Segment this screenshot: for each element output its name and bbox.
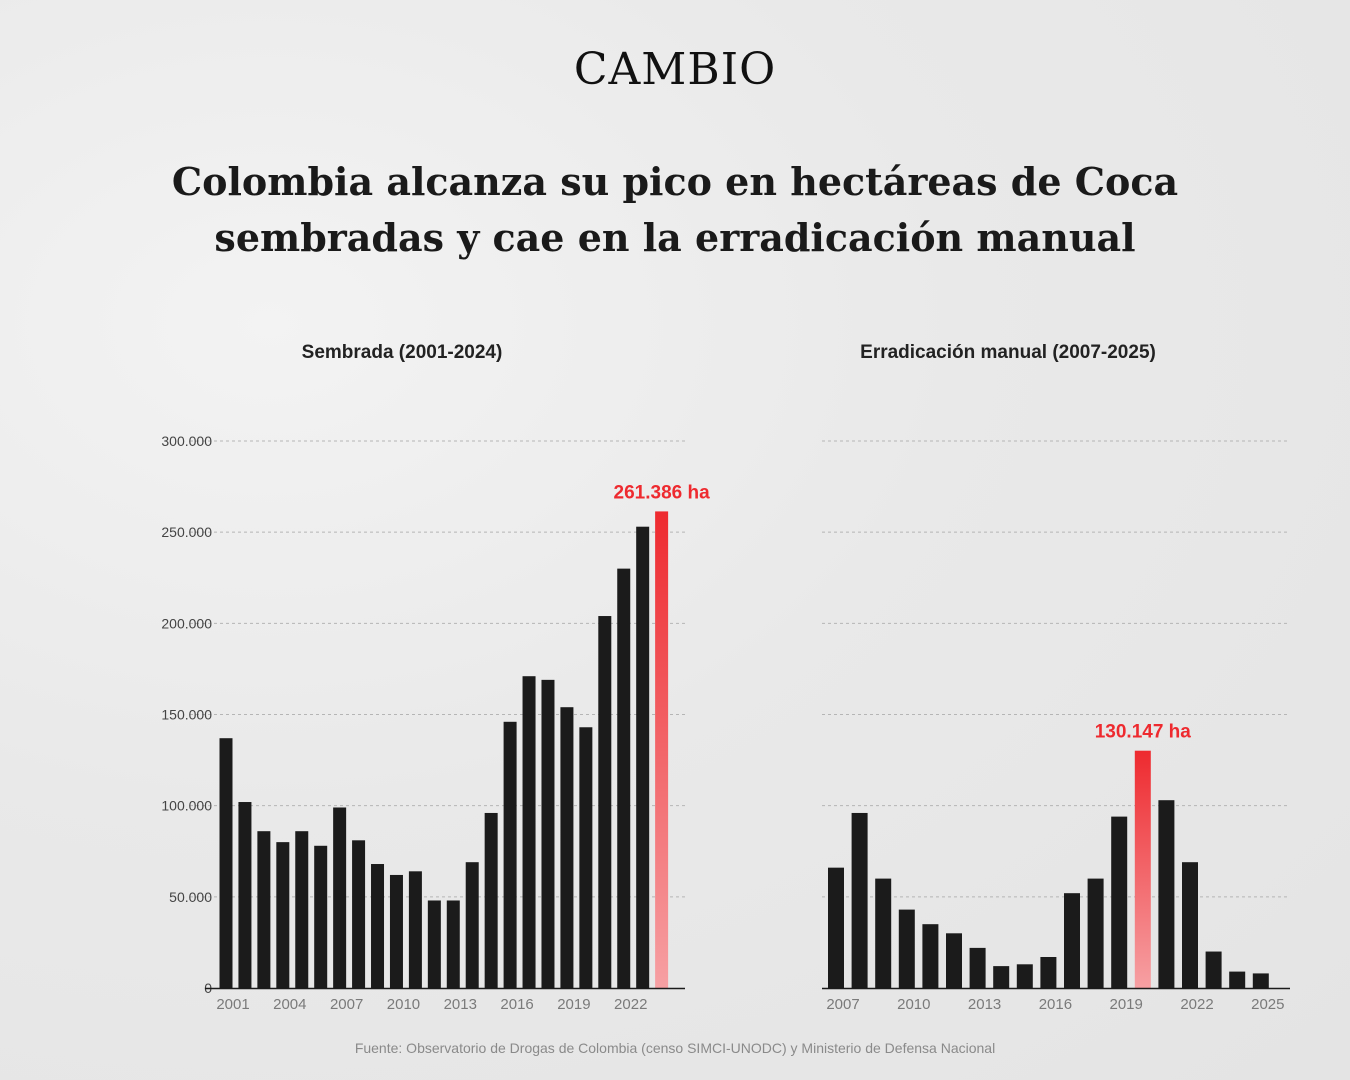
sembrada-bar-2004 [276, 842, 290, 988]
erradicacion-xtick-label: 2007 [826, 996, 859, 1013]
sembrada-bar-2019 [560, 707, 574, 988]
erradicacion-bar-2022 [1182, 862, 1198, 988]
sembrada-ytick-label: 50.000 [169, 889, 212, 905]
sembrada-bar-2012 [427, 900, 441, 988]
erradicacion-bar-2014 [993, 966, 1010, 988]
headline: Colombia alcanza su pico en hectáreas de… [100, 154, 1250, 266]
sembrada-bar-2009 [371, 864, 385, 988]
sembrada-bar-2008 [352, 840, 366, 988]
erradicacion-xtick-label: 2013 [968, 996, 1001, 1013]
erradicacion-bar-2021 [1158, 800, 1175, 988]
erradicacion-xtick-label: 2025 [1251, 996, 1284, 1013]
sembrada-xtick-label: 2019 [557, 996, 590, 1013]
erradicacion-bar-2025 [1252, 973, 1269, 988]
sembrada-bar-2002 [238, 802, 252, 988]
erradicacion-bar-2007 [828, 867, 844, 988]
erradicacion-bar-2008 [851, 812, 868, 988]
erradicacion-bar-2012 [946, 933, 962, 988]
sembrada-bar-2011 [408, 871, 422, 988]
erradicacion-xtick-label: 2022 [1180, 996, 1213, 1013]
sembrada-xtick-label: 2013 [444, 996, 477, 1013]
sembrada-xtick-label: 2007 [330, 996, 363, 1013]
erradicacion-highlight-label: 130.147 ha [1095, 722, 1192, 743]
sembrada-ytick-label: 300.000 [161, 433, 212, 449]
sembrada-bar-2023 [636, 526, 650, 988]
sembrada-ytick-label: 100.000 [161, 798, 212, 814]
sembrada-bar-2003 [257, 831, 271, 988]
sembrada-bar-2022 [617, 568, 631, 988]
sembrada-bar-2016 [503, 721, 517, 988]
erradicacion-xtick-label: 2010 [897, 996, 930, 1013]
sembrada-xtick-label: 2022 [614, 996, 647, 1013]
brand-logo: CAMBIO [573, 44, 777, 95]
sembrada-xtick-label: 2004 [273, 996, 306, 1013]
erradicacion-bar-2023 [1205, 951, 1222, 988]
sembrada-bar-2001 [219, 738, 233, 988]
sembrada-bar-2017 [522, 676, 536, 988]
erradicacion-xtick-label: 2016 [1039, 996, 1072, 1013]
sembrada-ytick-label: 200.000 [161, 615, 212, 631]
erradicacion-bar-2009 [875, 878, 892, 988]
sembrada-bar-2014 [465, 862, 479, 988]
sembrada-xtick-label: 2010 [387, 996, 420, 1013]
sembrada-highlight-label: 261.386 ha [614, 482, 711, 503]
sembrada-bar-2018 [541, 679, 555, 988]
sembrada-bar-2007 [333, 807, 347, 988]
erradicacion-bar-2011 [922, 924, 939, 988]
erradicacion-bar-2018 [1087, 878, 1104, 988]
erradicacion-bar-2010 [898, 909, 915, 988]
sembrada-ytick-label: 250.000 [161, 524, 212, 540]
sembrada-bar-2006 [314, 845, 328, 988]
erradicacion-bar-2016 [1040, 957, 1057, 988]
sembrada-xtick-label: 2016 [500, 996, 533, 1013]
erradicacion-bar-2024 [1229, 971, 1246, 988]
sembrada-ytick-label: 150.000 [161, 707, 212, 723]
chart-title-sembrada: Sembrada (2001-2024) [301, 342, 503, 363]
sembrada-bar-2021 [598, 616, 612, 988]
erradicacion-bar-2015 [1016, 964, 1033, 988]
source-note: Fuente: Observatorio de Drogas de Colomb… [354, 1040, 996, 1056]
erradicacion-xtick-label: 2019 [1110, 996, 1143, 1013]
chart-title-erradicacion: Erradicación manual (2007-2025) [860, 342, 1156, 363]
erradicacion-bar-2013 [969, 947, 986, 988]
headline-line-2: sembradas y cae en la erradicación manua… [214, 215, 1136, 260]
sembrada-bar-2020 [579, 727, 593, 988]
erradicacion-bar-2017 [1064, 893, 1080, 988]
sembrada-xtick-label: 2001 [216, 996, 249, 1013]
sembrada-bar-2010 [389, 874, 403, 988]
sembrada-bar-2024 [655, 511, 669, 988]
sembrada-bar-2015 [484, 812, 498, 988]
erradicacion-bar-2019 [1111, 816, 1128, 988]
headline-line-1: Colombia alcanza su pico en hectáreas de… [171, 159, 1179, 204]
sembrada-bar-2013 [446, 900, 460, 988]
erradicacion-bar-2020 [1134, 750, 1151, 988]
sembrada-bar-2005 [295, 831, 309, 988]
